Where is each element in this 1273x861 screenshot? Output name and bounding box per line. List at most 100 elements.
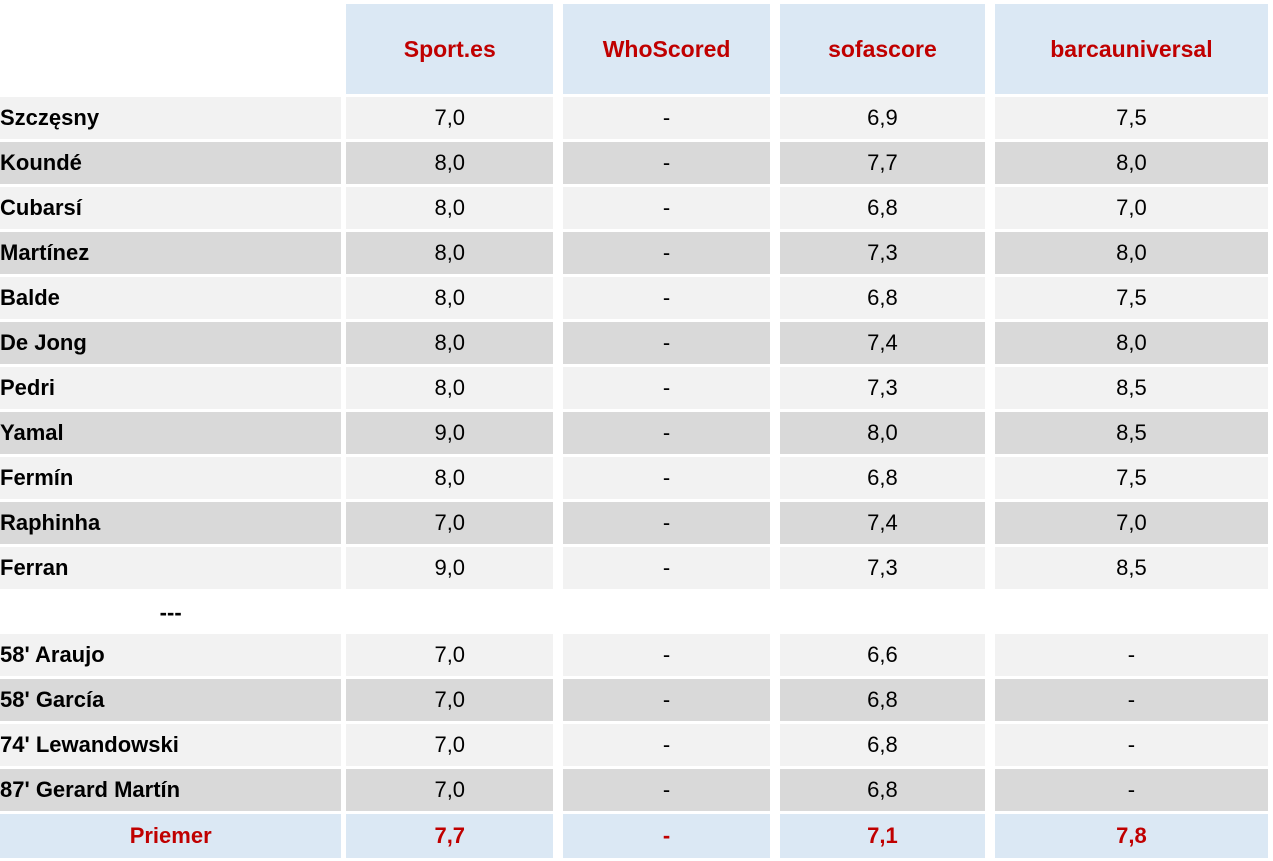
rating-cell-barcauniversal: 8,5 (989, 412, 1273, 457)
header-cell-sport-es: Sport.es (341, 0, 559, 97)
rating-cell-sofascore: 6,8 (775, 769, 990, 814)
rating-cell-barcauniversal: 7,5 (989, 457, 1273, 502)
average-cell-sport-es: 7,7 (341, 814, 559, 861)
player-name-cell: Raphinha (0, 502, 342, 547)
rating-cell-barcauniversal: 7,0 (989, 187, 1273, 232)
header-cell-barcauniversal: barcauniversal (989, 0, 1273, 97)
table-row: Ferran 9,0-7,3 8,5 (0, 547, 1273, 592)
rating-cell-whoscored: - (558, 412, 776, 457)
rating-cell-barcauniversal: 8,0 (989, 142, 1273, 187)
player-name-cell: Martínez (0, 232, 342, 277)
rating-cell-whoscored: - (558, 187, 776, 232)
rating-cell-barcauniversal: - (989, 679, 1273, 724)
rating-cell-sofascore: 7,3 (775, 367, 990, 412)
rating-cell-barcauniversal: - (989, 769, 1273, 814)
average-label: Priemer (0, 814, 342, 861)
rating-cell-whoscored: - (558, 724, 776, 769)
rating-cell-barcauniversal: 8,0 (989, 322, 1273, 367)
rating-cell-sofascore: 8,0 (775, 412, 990, 457)
player-name-cell: Yamal (0, 412, 342, 457)
rating-cell-sport-es: 9,0 (341, 547, 559, 592)
rating-cell-barcauniversal: - (989, 724, 1273, 769)
rating-cell-sofascore: 7,3 (775, 232, 990, 277)
rating-cell-sport-es: 8,0 (341, 457, 559, 502)
rating-cell-sport-es: 7,0 (341, 502, 559, 547)
separator-blank-cell (341, 592, 559, 634)
rating-cell-sport-es: 7,0 (341, 634, 559, 679)
player-name-cell: Ferran (0, 547, 342, 592)
table-row: Fermín 8,0-6,8 7,5 (0, 457, 1273, 502)
average-row: Priemer 7,7-7,1 7,8 (0, 814, 1273, 861)
table-row: Yamal 9,0-8,0 8,5 (0, 412, 1273, 457)
table-row: 74' Lewandowski 7,0-6,8- (0, 724, 1273, 769)
table-row: Martínez 8,0-7,3 8,0 (0, 232, 1273, 277)
player-name-cell: 58' Araujo (0, 634, 342, 679)
rating-cell-sport-es: 8,0 (341, 187, 559, 232)
rating-cell-sport-es: 7,0 (341, 97, 559, 142)
table-row: 58' García 7,0-6,8- (0, 679, 1273, 724)
table-row: Pedri 8,0-7,3 8,5 (0, 367, 1273, 412)
rating-cell-whoscored: - (558, 634, 776, 679)
rating-cell-whoscored: - (558, 457, 776, 502)
table-body: Szczęsny 7,0-6,9 7,5 Koundé 8,0-7,7 8,0 Cubars… (0, 97, 1273, 861)
player-name-cell: 87' Gerard Martín (0, 769, 342, 814)
rating-cell-barcauniversal: 8,5 (989, 367, 1273, 412)
rating-cell-whoscored: - (558, 769, 776, 814)
rating-cell-sofascore: 7,3 (775, 547, 990, 592)
header-cell-whoscored: WhoScored (558, 0, 776, 97)
rating-cell-sofascore: 6,9 (775, 97, 990, 142)
rating-cell-sofascore: 6,8 (775, 187, 990, 232)
rating-cell-whoscored: - (558, 502, 776, 547)
player-name-cell: Koundé (0, 142, 342, 187)
rating-cell-sofascore: 7,7 (775, 142, 990, 187)
average-cell-barcauniversal: 7,8 (989, 814, 1273, 861)
player-name-cell: 74' Lewandowski (0, 724, 342, 769)
table-header: Sport.es WhoScored sofascore barcauniver… (0, 0, 1273, 97)
rating-cell-sport-es: 7,0 (341, 679, 559, 724)
table-row: Koundé 8,0-7,7 8,0 (0, 142, 1273, 187)
average-cell-whoscored: - (558, 814, 776, 861)
separator-blank-cell (775, 592, 990, 634)
table-row: De Jong 8,0-7,4 8,0 (0, 322, 1273, 367)
player-name-cell: Szczęsny (0, 97, 342, 142)
rating-cell-sofascore: 7,4 (775, 322, 990, 367)
player-name-cell: De Jong (0, 322, 342, 367)
separator-blank-cell (989, 592, 1273, 634)
rating-cell-whoscored: - (558, 547, 776, 592)
rating-cell-whoscored: - (558, 322, 776, 367)
table-row: Balde 8,0-6,8 7,5 (0, 277, 1273, 322)
rating-cell-sofascore: 6,8 (775, 457, 990, 502)
rating-cell-sport-es: 7,0 (341, 769, 559, 814)
player-name-cell: Fermín (0, 457, 342, 502)
average-cell-sofascore: 7,1 (775, 814, 990, 861)
table-row: Raphinha 7,0-7,4 7,0 (0, 502, 1273, 547)
table-row: Szczęsny 7,0-6,9 7,5 (0, 97, 1273, 142)
rating-cell-barcauniversal: - (989, 634, 1273, 679)
rating-cell-sofascore: 6,8 (775, 724, 990, 769)
table-row: Cubarsí 8,0-6,8 7,0 (0, 187, 1273, 232)
separator-label: --- (0, 592, 342, 634)
rating-cell-barcauniversal: 7,0 (989, 502, 1273, 547)
rating-cell-barcauniversal: 7,5 (989, 97, 1273, 142)
player-name-cell: Balde (0, 277, 342, 322)
rating-cell-sofascore: 6,8 (775, 679, 990, 724)
separator-blank-cell (558, 592, 776, 634)
rating-cell-sofascore: 7,4 (775, 502, 990, 547)
rating-cell-barcauniversal: 8,0 (989, 232, 1273, 277)
rating-cell-whoscored: - (558, 277, 776, 322)
player-name-cell: Pedri (0, 367, 342, 412)
header-cell-sofascore: sofascore (775, 0, 990, 97)
rating-cell-sofascore: 6,6 (775, 634, 990, 679)
rating-cell-whoscored: - (558, 97, 776, 142)
table-row: 87' Gerard Martín 7,0-6,8- (0, 769, 1273, 814)
header-row: Sport.es WhoScored sofascore barcauniver… (0, 0, 1273, 97)
rating-cell-whoscored: - (558, 679, 776, 724)
rating-cell-sport-es: 8,0 (341, 367, 559, 412)
rating-cell-barcauniversal: 8,5 (989, 547, 1273, 592)
player-name-cell: 58' García (0, 679, 342, 724)
rating-cell-sport-es: 8,0 (341, 277, 559, 322)
rating-cell-sofascore: 6,8 (775, 277, 990, 322)
rating-cell-sport-es: 7,0 (341, 724, 559, 769)
header-cell-name (0, 0, 342, 97)
